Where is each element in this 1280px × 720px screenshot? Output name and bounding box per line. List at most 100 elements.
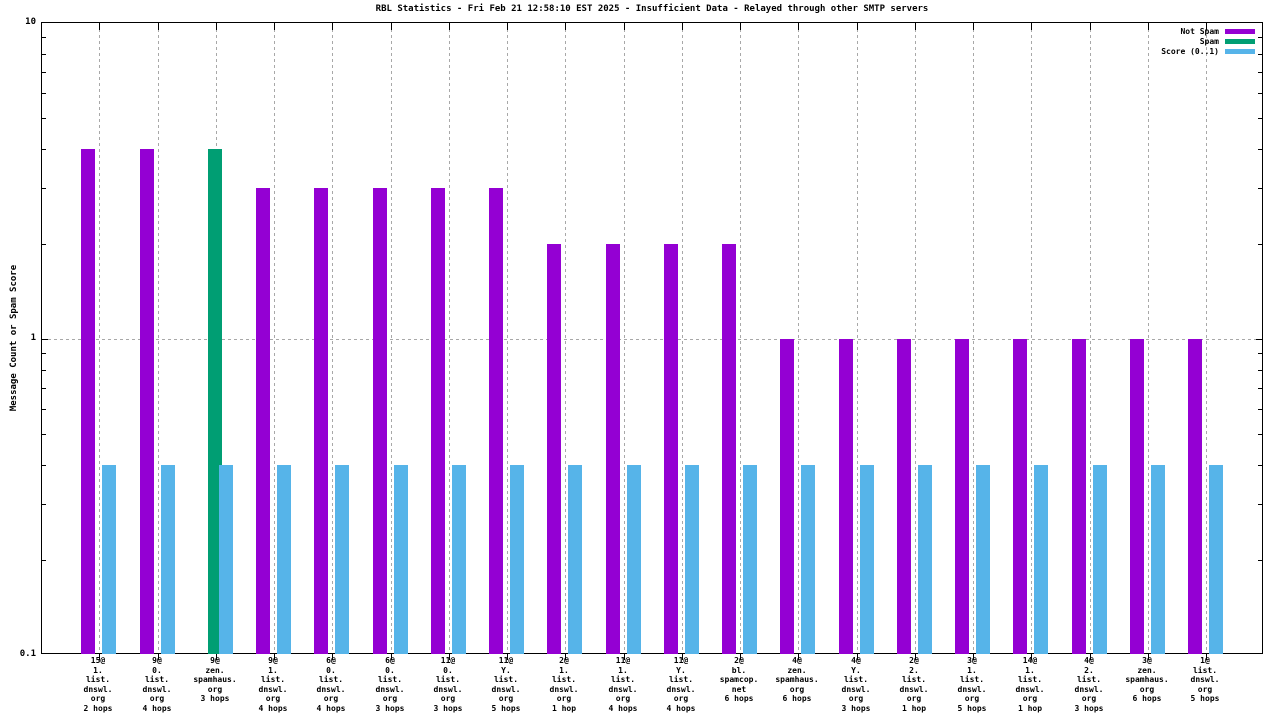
y-minor-tick-left	[42, 465, 46, 466]
x-tick-top	[565, 23, 566, 30]
x-tick-bottom	[565, 653, 566, 660]
bar-score-0-1	[918, 465, 932, 654]
bar-score-0-1	[277, 465, 291, 654]
bar-not-spam	[1130, 339, 1144, 654]
x-tick-bottom	[682, 653, 683, 660]
x-tick-top	[1031, 23, 1032, 30]
legend-label: Score (0..1)	[1161, 46, 1219, 56]
x-tick-top	[391, 23, 392, 30]
x-tick-bottom	[1031, 653, 1032, 660]
bar-spam	[208, 149, 222, 654]
bar-score-0-1	[976, 465, 990, 654]
bar-score-0-1	[627, 465, 641, 654]
x-tick-label: 3@ zen. spamhaus. org 6 hops	[1125, 656, 1169, 703]
bar-not-spam	[373, 188, 387, 654]
bar-score-0-1	[568, 465, 582, 654]
x-tick-top	[449, 23, 450, 30]
x-tick-top	[332, 23, 333, 30]
y-minor-tick-right	[1258, 409, 1262, 410]
legend-label: Not Spam	[1180, 26, 1219, 36]
y-minor-tick-right	[1258, 93, 1262, 94]
x-tick-top	[99, 23, 100, 30]
x-tick-bottom	[857, 653, 858, 660]
y-minor-tick-right	[1258, 149, 1262, 150]
bar-score-0-1	[219, 465, 233, 654]
x-tick-bottom	[624, 653, 625, 660]
y-minor-tick-right	[1258, 37, 1262, 38]
x-tick-label: 11@ Y. list. dnswl. org 5 hops	[491, 656, 521, 713]
x-tick-label: 6@ 0. list. dnswl. org 4 hops	[316, 656, 346, 713]
y-minor-tick-right	[1258, 434, 1262, 435]
y-minor-tick-left	[42, 353, 46, 354]
legend-swatch	[1225, 48, 1255, 54]
x-tick-bottom	[99, 653, 100, 660]
y-minor-tick-right	[1258, 370, 1262, 371]
y-major-tick-right	[1256, 339, 1262, 340]
bar-score-0-1	[1151, 465, 1165, 654]
x-tick-bottom	[391, 653, 392, 660]
y-minor-tick-left	[42, 37, 46, 38]
x-tick-top	[158, 23, 159, 30]
x-tick-bottom	[274, 653, 275, 660]
bar-not-spam	[780, 339, 794, 654]
bar-not-spam	[839, 339, 853, 654]
x-tick-top	[624, 23, 625, 30]
y-tick-label: 0.1	[19, 649, 36, 659]
legend-row: Not Spam	[1161, 26, 1255, 36]
legend-swatch	[1225, 38, 1255, 44]
bar-not-spam	[256, 188, 270, 654]
x-tick-label: 2@ 2. list. dnswl. org 1 hop	[899, 656, 929, 713]
x-axis-tick-labels: 15@ 1. list. dnswl. org 2 hops 9@ 0. list…	[41, 656, 1261, 718]
bar-score-0-1	[102, 465, 116, 654]
x-tick-bottom	[1148, 653, 1149, 660]
x-tick-label: 4@ 2. list. dnswl. org 3 hops	[1074, 656, 1104, 713]
x-tick-top	[507, 23, 508, 30]
x-tick-top	[973, 23, 974, 30]
bar-not-spam	[1072, 339, 1086, 654]
x-tick-top	[216, 23, 217, 30]
bar-score-0-1	[1093, 465, 1107, 654]
bar-score-0-1	[801, 465, 815, 654]
x-tick-label: 11@ 1. list. dnswl. org 4 hops	[608, 656, 638, 713]
bar-score-0-1	[161, 465, 175, 654]
bar-not-spam	[140, 149, 154, 654]
x-tick-top	[1148, 23, 1149, 30]
y-minor-tick-left	[42, 188, 46, 189]
y-minor-tick-left	[42, 54, 46, 55]
x-tick-label: 14@ 1. list. dnswl. org 1 hop	[1015, 656, 1045, 713]
bar-not-spam	[81, 149, 95, 654]
y-minor-tick-right	[1258, 244, 1262, 245]
y-tick-label: 10	[25, 17, 36, 27]
x-tick-top	[798, 23, 799, 30]
y-minor-tick-left	[42, 72, 46, 73]
x-tick-label: 15@ 1. list. dnswl. org 2 hops	[83, 656, 113, 713]
plot-area	[41, 22, 1263, 660]
x-tick-bottom	[332, 653, 333, 660]
bar-score-0-1	[510, 465, 524, 654]
y-minor-tick-right	[1258, 465, 1262, 466]
x-tick-bottom	[1206, 653, 1207, 660]
x-tick-label: 9@ 1. list. dnswl. org 4 hops	[258, 656, 288, 713]
bar-score-0-1	[685, 465, 699, 654]
bar-not-spam	[1188, 339, 1202, 654]
x-tick-label: 4@ zen. spamhaus. org 6 hops	[775, 656, 819, 703]
y-gridline-1	[42, 339, 1262, 340]
y-minor-tick-left	[42, 370, 46, 371]
bar-not-spam	[489, 188, 503, 654]
x-tick-bottom	[740, 653, 741, 660]
bar-not-spam	[431, 188, 445, 654]
y-minor-tick-left	[42, 434, 46, 435]
bar-score-0-1	[860, 465, 874, 654]
bar-score-0-1	[335, 465, 349, 654]
bar-not-spam	[955, 339, 969, 654]
x-tick-top	[1206, 23, 1207, 30]
x-tick-label: 4@ Y. list. dnswl. org 3 hops	[841, 656, 871, 713]
x-tick-bottom	[915, 653, 916, 660]
y-minor-tick-left	[42, 388, 46, 389]
x-tick-top	[1090, 23, 1091, 30]
x-tick-top	[915, 23, 916, 30]
x-tick-label: 11@ Y. list. dnswl. org 4 hops	[666, 656, 696, 713]
y-minor-tick-left	[42, 118, 46, 119]
x-tick-top	[682, 23, 683, 30]
